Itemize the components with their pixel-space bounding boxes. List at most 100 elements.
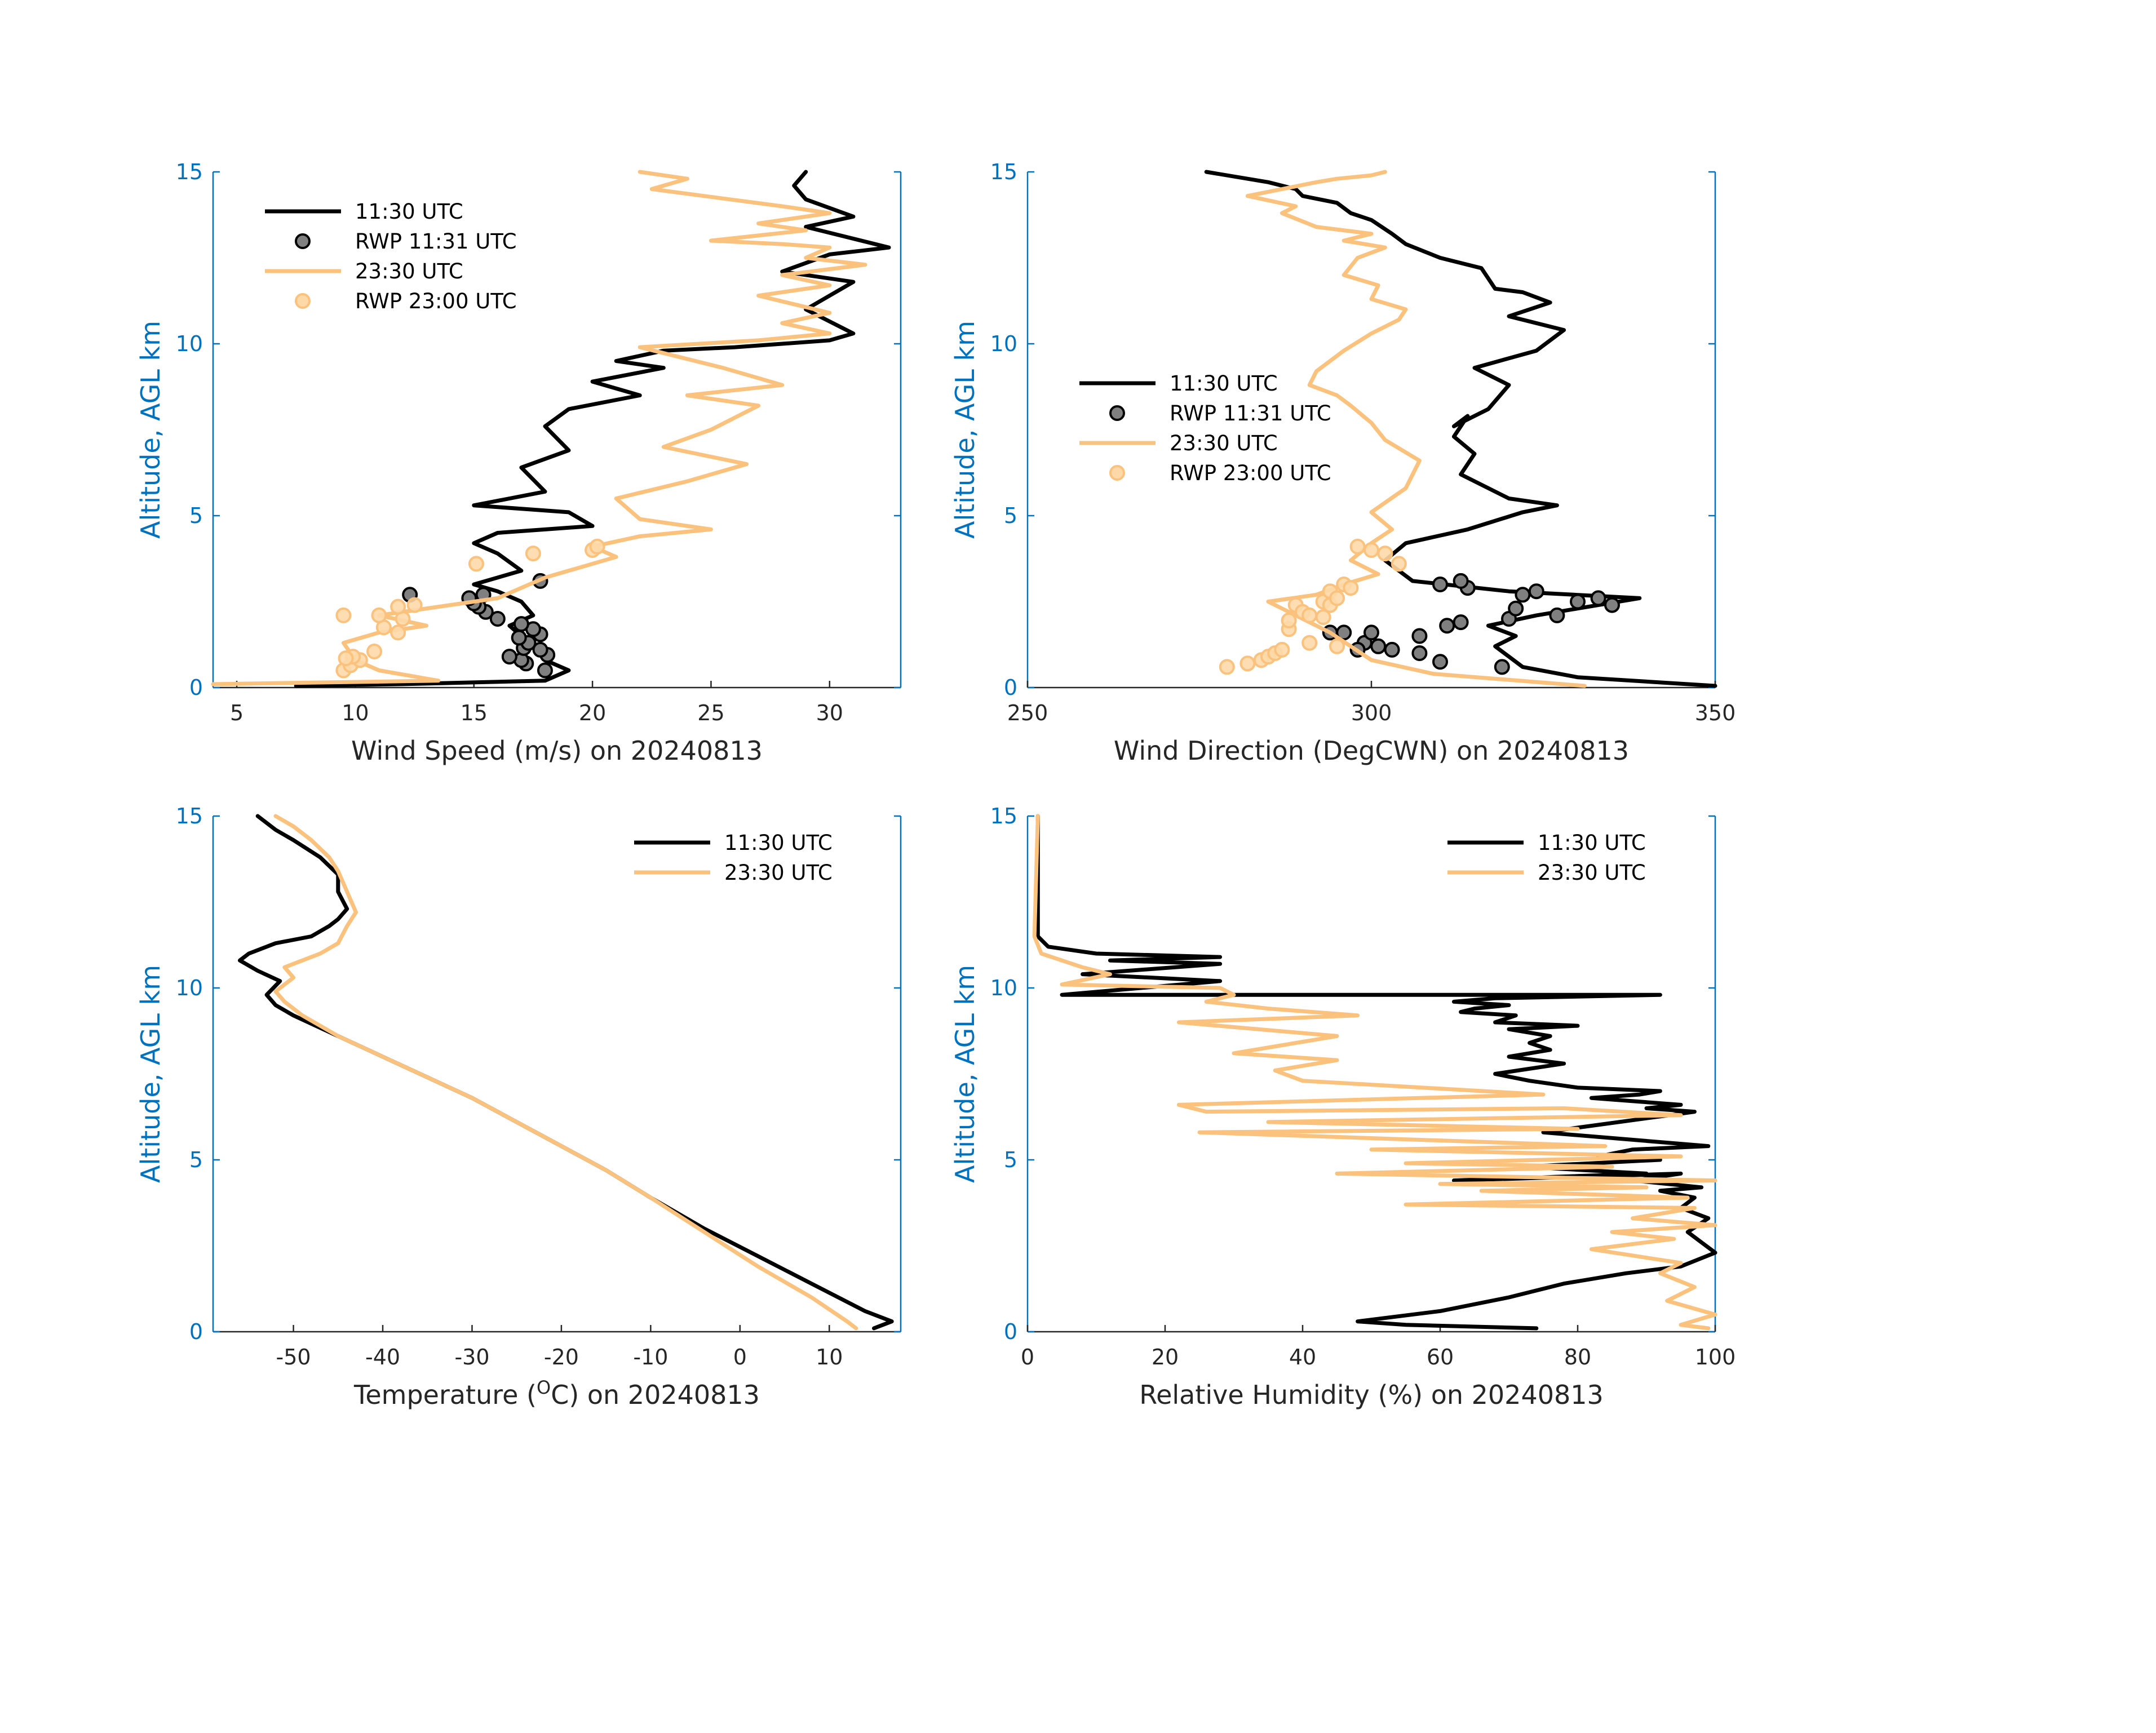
y-tick-label: 5 [189,1147,203,1172]
data-point [1516,588,1529,601]
x-tick-label: 5 [230,701,244,725]
data-point [1592,591,1605,605]
data-point [591,540,604,553]
data-point [1413,630,1426,643]
data-point [1530,584,1543,598]
legend-label: RWP 23:00 UTC [355,289,517,313]
legend-label: 23:30 UTC [1170,431,1278,455]
data-point [1433,578,1447,591]
data-point [1282,614,1296,627]
y-tick-label: 0 [1004,675,1017,700]
data-point [1220,660,1234,673]
data-point [1378,547,1392,560]
data-point [1303,636,1316,650]
legend-label: RWP 11:31 UTC [355,229,517,254]
x-tick-label: 10 [816,1345,843,1369]
x-tick-label: 25 [697,701,724,725]
data-point [470,557,483,570]
data-point [1495,660,1509,673]
x-tick-label: -50 [276,1345,311,1369]
data-point [1365,543,1378,557]
y-axis-label: Altitude, AGL km [135,321,166,539]
data-point [503,650,516,663]
data-point [339,651,353,665]
data-point [1440,619,1454,632]
legend-label: RWP 23:00 UTC [1170,461,1331,485]
legend-label: 11:30 UTC [355,200,463,224]
data-point [1454,574,1468,588]
data-point [515,617,528,631]
y-tick-label: 15 [176,804,203,828]
data-point [1571,595,1584,609]
data-point [1351,540,1365,553]
data-point [1371,640,1385,653]
legend-label: 23:30 UTC [355,259,463,283]
x-tick-label: 80 [1564,1345,1591,1369]
x-axis-label-head: Temperature ( [353,1380,537,1410]
data-point [526,547,540,560]
data-point [512,631,526,645]
data-point [1605,599,1619,612]
y-tick-label: 10 [176,976,203,1000]
data-point [1241,657,1254,670]
y-axis-label: Altitude, AGL km [950,321,980,539]
x-tick-label: 350 [1695,701,1736,725]
y-tick-label: 0 [189,675,203,700]
y-tick-label: 15 [990,159,1017,184]
x-tick-label: 300 [1351,701,1392,725]
x-axis-label-sup: O [537,1377,551,1398]
legend-label: 11:30 UTC [1538,831,1646,855]
data-point [1344,581,1357,595]
x-tick-label: 0 [1021,1345,1034,1369]
data-point [337,609,350,622]
y-tick-label: 10 [990,976,1017,1000]
y-tick-label: 5 [1004,1147,1017,1172]
y-tick-label: 5 [1004,503,1017,528]
data-point [391,600,405,614]
data-point [408,599,422,612]
data-point [1392,557,1406,570]
x-tick-label: 100 [1695,1345,1736,1369]
x-tick-label: -40 [365,1345,400,1369]
data-point [1509,602,1522,615]
legend-label: 11:30 UTC [724,831,833,855]
y-tick-label: 10 [176,331,203,356]
data-point [368,645,381,658]
y-tick-label: 0 [189,1319,203,1344]
data-point [1454,615,1468,629]
data-point [1275,643,1289,657]
data-point [1330,591,1344,605]
x-tick-label: 20 [579,701,606,725]
legend-swatch-marker [1110,466,1124,480]
data-point [1413,646,1426,660]
x-tick-label: 10 [342,701,369,725]
x-axis-label: Temperature (OC) on 20240813 [353,1377,760,1410]
legend-swatch-marker [296,294,309,308]
data-point [1550,609,1564,622]
data-point [1330,640,1344,653]
x-tick-label: 0 [733,1345,747,1369]
x-axis-label: Relative Humidity (%) on 20240813 [1139,1380,1604,1410]
data-point [538,664,552,677]
legend-label: 23:30 UTC [1538,861,1646,885]
y-axis-label: Altitude, AGL km [135,965,166,1183]
x-tick-label: -10 [633,1345,668,1369]
legend-label: RWP 11:31 UTC [1170,401,1331,426]
x-tick-label: 40 [1289,1345,1316,1369]
data-point [372,609,386,622]
y-tick-label: 5 [189,503,203,528]
figure-background [0,0,2156,1733]
x-axis-label-tail: C) on 20240813 [551,1380,760,1410]
x-tick-label: 30 [816,701,843,725]
x-axis-label: Wind Direction (DegCWN) on 20240813 [1114,735,1629,766]
legend-swatch-marker [1110,406,1124,420]
y-tick-label: 15 [176,159,203,184]
x-axis-label: Wind Speed (m/s) on 20240813 [351,735,763,766]
legend-label: 23:30 UTC [724,861,833,885]
data-point [1365,626,1378,639]
y-axis-label: Altitude, AGL km [950,965,980,1183]
y-tick-label: 15 [990,804,1017,828]
x-tick-label: -20 [544,1345,579,1369]
x-tick-label: -30 [454,1345,489,1369]
legend-swatch-marker [296,234,309,248]
